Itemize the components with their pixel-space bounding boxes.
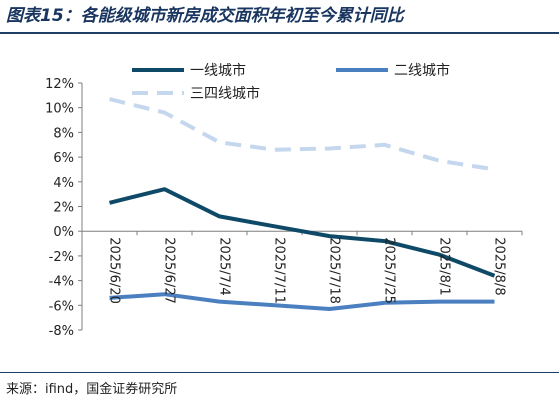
series-line-3 bbox=[109, 97, 495, 172]
y-tick-label: 12% bbox=[45, 77, 74, 92]
legend-label-1: 一线城市 bbox=[190, 62, 246, 79]
y-tick-label: 0% bbox=[53, 225, 74, 240]
y-tick-label: 10% bbox=[45, 102, 74, 117]
x-tick-label: 2025/6/20 bbox=[107, 237, 122, 304]
chart-title: 图表15：各能级城市新房成交面积年初至今累计同比 bbox=[6, 6, 404, 26]
series-line-1 bbox=[109, 187, 496, 278]
x-tick-label: 2025/7/25 bbox=[382, 237, 397, 304]
y-tick-label: 8% bbox=[53, 126, 74, 141]
x-tick-label: 2025/7/11 bbox=[272, 237, 287, 304]
y-tick-label: -6% bbox=[49, 299, 74, 314]
x-tick-label: 2025/6/27 bbox=[162, 237, 177, 304]
series-layer bbox=[109, 97, 496, 311]
y-tick-label: -8% bbox=[49, 324, 74, 339]
y-tick-label: 6% bbox=[53, 151, 74, 166]
legend-label-2: 二线城市 bbox=[394, 62, 450, 79]
x-tick-label: 2025/8/8 bbox=[492, 237, 507, 295]
y-tick-label: -2% bbox=[49, 250, 74, 265]
y-tick-label: -4% bbox=[49, 275, 74, 290]
x-tick-label: 2025/7/18 bbox=[327, 237, 342, 304]
axis-layer: -8% -6% -4% -2% 0% 2% 4% 6% 8% 10% 12% bbox=[45, 77, 523, 339]
series-line-2 bbox=[109, 292, 495, 311]
y-tick-label: 4% bbox=[53, 176, 74, 191]
title-divider bbox=[0, 32, 559, 34]
x-tick-label: 2025/7/4 bbox=[217, 237, 232, 295]
y-tick-label: 2% bbox=[53, 201, 74, 216]
x-tick-label: 2025/8/1 bbox=[437, 237, 452, 295]
source-note: 来源：ifind，国金证券研究所 bbox=[6, 382, 178, 397]
source-divider bbox=[0, 372, 559, 373]
legend-label-3: 三四线城市 bbox=[190, 85, 260, 102]
